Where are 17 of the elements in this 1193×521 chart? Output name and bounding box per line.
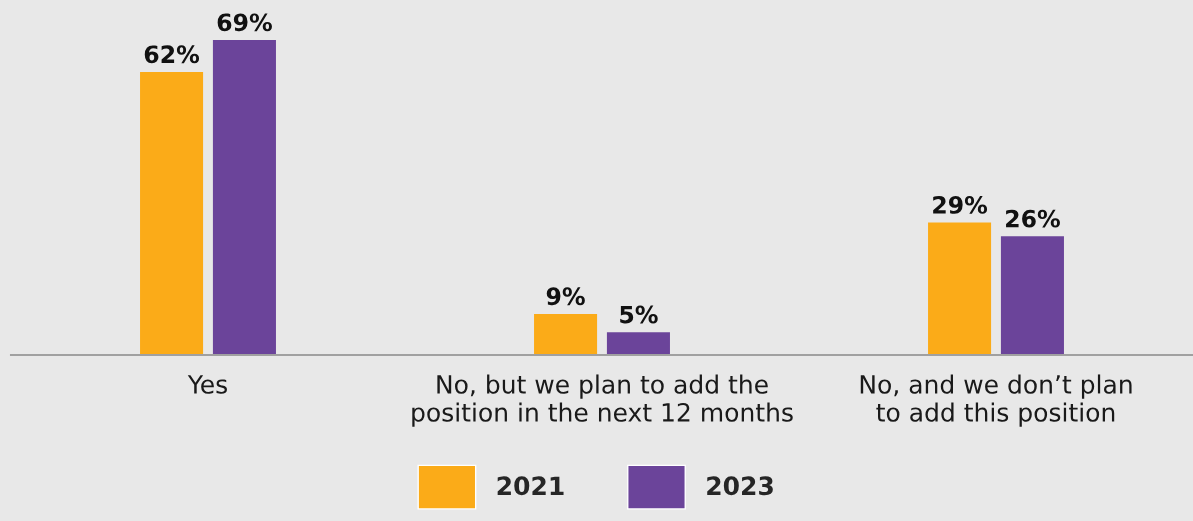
data-label: 26% xyxy=(1006,209,1060,228)
bar xyxy=(140,71,204,355)
bar xyxy=(606,332,670,355)
x-tick-label: No, and we don’t plan to add this position xyxy=(860,374,1132,427)
bar xyxy=(928,222,992,355)
data-label: 29% xyxy=(933,196,988,214)
data-label: 69% xyxy=(217,13,272,32)
bar xyxy=(212,40,276,355)
legend-label: 2023 xyxy=(707,476,773,496)
x-tick-label: Yes xyxy=(187,375,227,394)
bar xyxy=(1000,236,1064,355)
data-label: 62% xyxy=(144,45,200,64)
data-label: 5% xyxy=(620,305,658,324)
data-label: 9% xyxy=(546,287,585,306)
bar xyxy=(534,313,598,355)
legend-label: 2021 xyxy=(497,476,564,496)
x-tick-label: No, but we plan to add the position in the next 12 months xyxy=(412,374,793,427)
